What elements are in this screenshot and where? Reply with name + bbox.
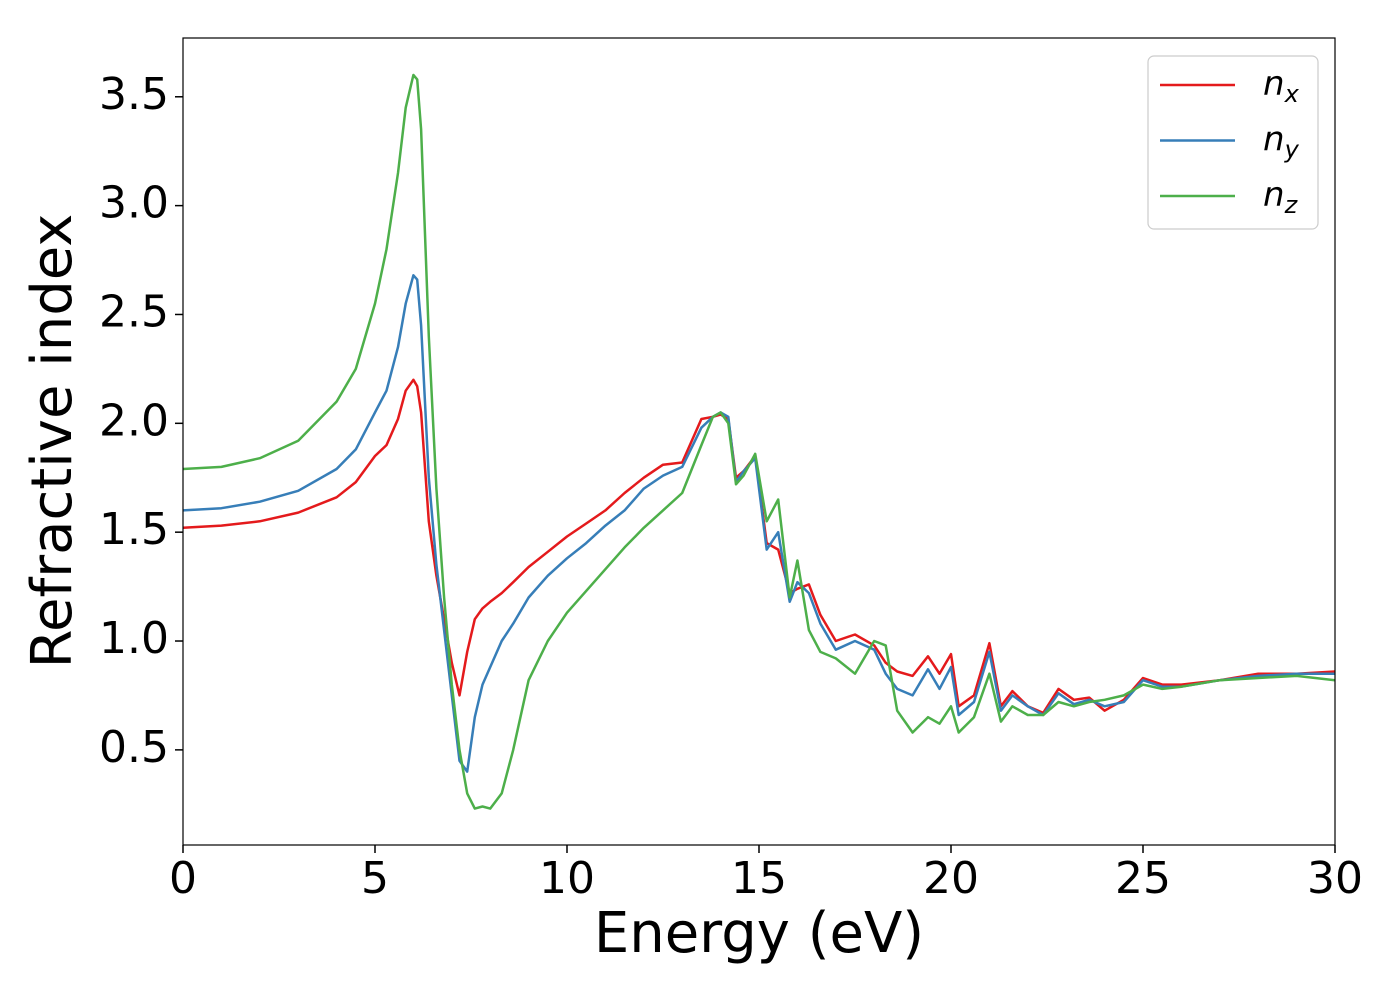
x-tick-label: 25 xyxy=(1115,853,1171,904)
legend: nx ny nz xyxy=(1147,55,1319,230)
y-axis-label: Refractive index xyxy=(20,214,85,669)
series-line xyxy=(183,274,1335,773)
x-tick-label: 30 xyxy=(1307,853,1363,904)
x-tick-label: 15 xyxy=(731,853,787,904)
x-axis-label: Energy (eV) xyxy=(594,901,924,966)
y-tick-label: 3.5 xyxy=(99,69,169,120)
plot-frame xyxy=(182,37,1336,846)
y-tick-label: 2.0 xyxy=(99,395,169,446)
y-tick-label: 3.0 xyxy=(99,178,169,229)
legend-label: nz xyxy=(1263,175,1299,220)
x-tick-label: 5 xyxy=(361,853,389,904)
series-line xyxy=(183,378,1335,715)
series-line xyxy=(183,73,1335,810)
legend-label: ny xyxy=(1263,119,1300,164)
legend-label: nx xyxy=(1263,64,1300,109)
y-tick-label: 1.5 xyxy=(99,504,169,555)
x-tick-label: 10 xyxy=(539,853,595,904)
x-tick-label: 0 xyxy=(169,853,197,904)
y-tick-label: 0.5 xyxy=(99,722,169,773)
y-tick-label: 2.5 xyxy=(99,286,169,337)
legend-box xyxy=(1147,55,1319,230)
y-tick-label: 1.0 xyxy=(99,613,169,664)
x-tick-label: 20 xyxy=(923,853,979,904)
